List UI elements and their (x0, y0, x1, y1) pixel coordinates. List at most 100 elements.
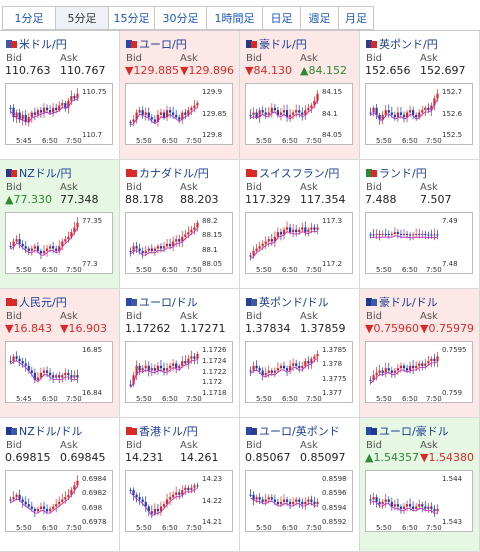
pair-title[interactable]: ユーロ/豪ドル (366, 424, 449, 438)
tab-4[interactable]: 30分足 (154, 6, 206, 30)
tab-7[interactable]: 週足 (300, 6, 338, 30)
pair-title[interactable]: ランド/円 (366, 166, 427, 180)
candle-body (162, 112, 166, 118)
au-jp-flag-icon (246, 40, 257, 48)
candle-body (279, 112, 283, 115)
candle-body (9, 246, 12, 248)
pair-title[interactable]: ユーロ/英ポンド (246, 424, 340, 438)
pair-title[interactable]: 人民元/円 (6, 295, 67, 309)
candle-body (150, 368, 153, 371)
x-tick-label: 6:50 (282, 266, 298, 274)
ask-label: Ask (300, 53, 318, 64)
bid-label: Bid (246, 182, 262, 193)
y-tick-label: 14.21 (202, 518, 223, 526)
tab-3[interactable]: 15分足 (108, 6, 154, 30)
mini-candle-chart[interactable]: 77.35 77.3 5:50 6:50 7:50 (5, 212, 113, 274)
tab-8[interactable]: 月足 (338, 6, 374, 30)
rate-card[interactable]: 豪ドル/ドル Bid Ask ▼0.75960 ▼0.75979 0.7595 0.759 5… (360, 289, 480, 418)
pair-title[interactable]: 英ポンド/円 (366, 37, 438, 51)
tab-2[interactable]: 5分足 (55, 6, 108, 30)
candle-body (267, 112, 270, 115)
tab-1[interactable]: 1分足 (2, 6, 55, 30)
candle-body (132, 375, 135, 385)
bid-label: Bid (126, 182, 142, 193)
ask-label: Ask (60, 311, 78, 322)
pair-title[interactable]: ユーロ/円 (126, 37, 187, 51)
rate-card[interactable]: ユーロ/英ポンド Bid Ask 0.85067 0.85097 0.8598 0.8596… (240, 418, 360, 552)
mini-candle-chart[interactable]: 129.9 129.85 129.8 5:50 6:50 7:50 (125, 83, 233, 145)
rate-card[interactable]: 英ポンド/ドル Bid Ask 1.37834 1.37859 1.3785 1.378 1.… (240, 289, 360, 418)
moving-average-line (370, 500, 438, 514)
mini-candle-chart[interactable]: 14.23 14.22 14.21 5:50 6:50 7:50 (125, 470, 233, 532)
rate-card[interactable]: ランド/円 Bid Ask 7.488 7.507 7.49 7.48 5:50 6:50 7:5… (360, 160, 480, 289)
tab-5[interactable]: 1時間足 (206, 6, 262, 30)
rate-card[interactable]: 人民元/円 Bid Ask ▼16.843 ▼16.903 16.85 16.84 5:45 6… (0, 289, 120, 418)
candle-body (313, 227, 316, 230)
candle-body (430, 234, 433, 236)
rate-card[interactable]: ユーロ/ドル Bid Ask 1.17262 1.17271 1.1726 1.1724 1.… (120, 289, 240, 418)
cn-jp-flag-icon (6, 298, 17, 306)
rate-card[interactable]: 英ポンド/円 Bid Ask 152.656 152.697 152.7 152.6 152.… (360, 31, 480, 160)
pair-title[interactable]: スイスフラン/円 (246, 166, 339, 180)
bid-label: Bid (126, 53, 142, 64)
y-tick-label: 129.85 (202, 109, 227, 118)
rate-card[interactable]: 米ドル/円 Bid Ask 110.763 110.767 110.75 110.7 5:45… (0, 31, 120, 160)
y-tick-label: 77.35 (82, 217, 103, 225)
candle-body (415, 114, 418, 118)
candle-body (261, 243, 264, 247)
candle-body (187, 487, 190, 491)
ask-value: 110.767 (60, 64, 106, 77)
candle-body (52, 107, 55, 113)
candle-body (399, 506, 403, 509)
mini-candle-chart[interactable]: 88.2 88.15 88.1 88.05 5:50 6:50 7:50 (125, 212, 233, 274)
candle-body (252, 112, 255, 115)
y-tick-label: 110.7 (82, 131, 103, 139)
x-tick-label: 5:50 (376, 266, 392, 274)
ask-value: ▼1.54380 (420, 451, 474, 464)
y-tick-label: 84.1 (322, 109, 338, 118)
y-tick-label: 84.15 (322, 88, 343, 96)
rate-card[interactable]: カナダドル/円 Bid Ask 88.178 88.203 88.2 88.15 88.1 88… (120, 160, 240, 289)
candle-body (135, 112, 138, 120)
pair-title[interactable]: 豪ドル/ドル (366, 295, 438, 309)
candle-body (313, 356, 316, 359)
rate-card[interactable]: NZドル/円 Bid Ask ▲77.330 77.348 77.35 77.3 5:50 6:… (0, 160, 120, 289)
pair-title[interactable]: カナダドル/円 (126, 166, 209, 180)
mini-candle-chart[interactable]: 117.3 117.2 5:50 6:50 7:50 (245, 212, 353, 274)
mini-candle-chart[interactable]: 16.85 16.84 5:45 6:50 7:50 (5, 341, 113, 403)
mini-candle-chart[interactable]: 0.8598 0.8596 0.8594 0.8592 5:50 6:50 7:50 (245, 470, 353, 532)
pair-title[interactable]: 英ポンド/ドル (246, 295, 329, 309)
pair-title[interactable]: ユーロ/ドル (126, 295, 198, 309)
rate-card[interactable]: スイスフラン/円 Bid Ask 117.329 117.354 117.3 117.2 5:… (240, 160, 360, 289)
rate-card[interactable]: ユーロ/豪ドル Bid Ask ▲1.54357 ▼1.54380 1.544 1.543 5… (360, 418, 480, 552)
mini-candle-chart[interactable]: 152.7 152.6 152.5 5:50 6:50 7:50 (365, 83, 473, 145)
y-tick-label: 1.544 (442, 475, 463, 483)
candle-body (39, 372, 43, 378)
candle-body (190, 487, 193, 491)
moving-average-line (370, 98, 438, 121)
mini-candle-chart[interactable]: 7.49 7.48 5:50 6:50 7:50 (365, 212, 473, 274)
pair-title[interactable]: 米ドル/円 (6, 37, 67, 51)
mini-candle-chart[interactable]: 110.75 110.7 5:45 6:50 7:50 (5, 83, 113, 145)
candle-body (165, 368, 169, 371)
pair-title[interactable]: 香港ドル/円 (126, 424, 198, 438)
rate-card[interactable]: 豪ドル/円 Bid Ask ▼84.130 ▲84.152 84.15 84.1 84.05 5… (240, 31, 360, 160)
tab-6[interactable]: 日足 (262, 6, 300, 30)
pair-title[interactable]: 豪ドル/円 (246, 37, 307, 51)
mini-candle-chart[interactable]: 0.7595 0.759 5:50 6:50 7:50 (365, 341, 473, 403)
candle-body (70, 232, 73, 237)
y-tick-label: 88.1 (202, 245, 218, 254)
mini-candle-chart[interactable]: 1.3785 1.378 1.3775 1.377 5:50 6:50 7:50 (245, 341, 353, 403)
pair-title[interactable]: NZドル/ドル (6, 424, 82, 438)
mini-candle-chart[interactable]: 0.6984 0.6982 0.698 0.6978 5:50 6:50 7:50 (5, 470, 113, 532)
candle-body (184, 487, 187, 491)
rate-card[interactable]: ユーロ/円 Bid Ask ▼129.885 ▼129.896 129.9 129.85 12… (120, 31, 240, 160)
rate-card[interactable]: NZドル/ドル Bid Ask 0.69815 0.69845 0.6984 0.6982 0… (0, 418, 120, 552)
mini-candle-chart[interactable]: 1.544 1.543 5:50 6:50 7:50 (365, 470, 473, 532)
bid-value: 1.17262 (125, 322, 171, 335)
mini-candle-chart[interactable]: 1.1726 1.1724 1.1722 1.172 1.1718 5:50 6:50 7:5… (125, 341, 233, 403)
pair-title[interactable]: NZドル/円 (6, 166, 71, 180)
candle-body (427, 107, 430, 111)
mini-candle-chart[interactable]: 84.15 84.1 84.05 5:50 6:50 7:50 (245, 83, 353, 145)
rate-card[interactable]: 香港ドル/円 Bid Ask 14.231 14.261 14.23 14.22 14.21 5… (120, 418, 240, 552)
